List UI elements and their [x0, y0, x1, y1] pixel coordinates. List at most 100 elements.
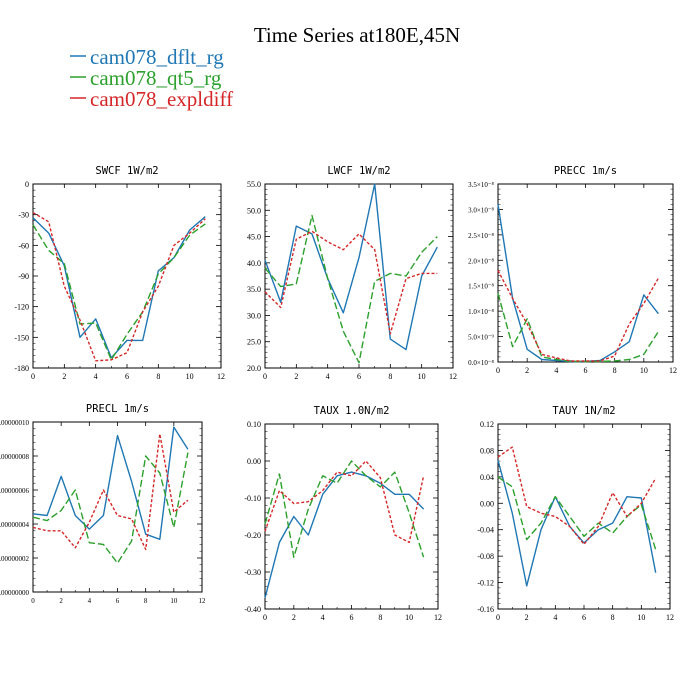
- y-tick-label: 0.10: [247, 420, 261, 429]
- plot-frame-taux: [264, 423, 439, 610]
- y-tick-label: -60: [18, 241, 29, 250]
- series-line-dflt-lwcf: [264, 183, 438, 351]
- legend-label-qt5: cam078_qt5_rg: [90, 66, 222, 90]
- y-tick-label: -0.16: [477, 605, 494, 614]
- x-tick-label: 0: [31, 597, 35, 605]
- y-tick-label: 0.00000008: [0, 453, 30, 461]
- x-tick-label: 12: [199, 597, 207, 605]
- x-tick-label: 12: [449, 372, 457, 381]
- panel-lwcf: LWCF 1W/m2 0 2 4 6 8 10 12 20.0 25.0 30.0 35.0 40.0 4…: [247, 165, 457, 381]
- y-tick-label: 0.00000002: [0, 555, 30, 563]
- y-tick-label: 3.0×10⁻⁸: [468, 206, 494, 214]
- x-tick-label: 2: [525, 613, 529, 622]
- panels: SWCF 1W/m2 0 2 4 6 8 10 12 -180 -150 -120 -90 -60 -30…: [0, 165, 677, 622]
- series-line-expldiff-lwcf: [264, 230, 438, 335]
- y-tick-label: 30.0: [247, 311, 261, 320]
- y-tick-label: 25.0: [247, 338, 261, 347]
- x-tick-label: 10: [637, 613, 645, 622]
- y-tick-label: 0.0×10⁻⁸: [468, 359, 494, 367]
- x-tick-label: 4: [326, 372, 330, 381]
- series-line-qt5-taux: [264, 460, 425, 558]
- y-tick-label: 0.00: [247, 457, 261, 466]
- x-tick-label: 8: [378, 613, 382, 622]
- panel-title-lwcf: LWCF 1W/m2: [327, 165, 390, 177]
- y-tick-label: 0.12: [480, 420, 494, 429]
- y-tick-label: 0.00000006: [0, 487, 30, 495]
- series-line-qt5-precl: [32, 452, 189, 564]
- y-tick-label: 5.0×10⁻⁹: [468, 334, 494, 342]
- y-tick-label: 40.0: [247, 259, 261, 268]
- x-tick-label: 10: [405, 613, 413, 622]
- x-tick-label: 6: [584, 366, 588, 375]
- x-tick-label: 4: [554, 366, 558, 375]
- legend: cam078_dflt_rg cam078_qt5_rg cam078_expl…: [70, 45, 233, 111]
- series-line-dflt-swcf: [32, 216, 206, 359]
- y-tick-label: 0: [25, 180, 29, 189]
- series-line-dflt-precc: [497, 204, 659, 363]
- x-tick-label: 6: [582, 613, 586, 622]
- x-tick-label: 0: [263, 372, 267, 381]
- x-tick-label: 0: [263, 613, 267, 622]
- x-tick-label: 2: [62, 372, 66, 381]
- legend-label-dflt: cam078_dflt_rg: [90, 45, 224, 69]
- x-tick-label: 8: [613, 366, 617, 375]
- y-tick-label: -0.20: [244, 531, 261, 540]
- y-tick-label: -120: [14, 303, 29, 312]
- y-tick-label: 45.0: [247, 233, 261, 242]
- plot-frame-lwcf: [264, 183, 454, 369]
- plot-frame-precl: [32, 421, 203, 593]
- y-tick-label: 0.04: [480, 473, 494, 482]
- panel-title-tauy: TAUY 1N/m2: [552, 405, 615, 417]
- y-tick-label: 0.00000010: [0, 419, 30, 427]
- panel-title-taux: TAUX 1.0N/m2: [314, 405, 390, 417]
- x-tick-label: 0: [496, 366, 500, 375]
- x-tick-label: 4: [94, 372, 98, 381]
- panel-swcf: SWCF 1W/m2 0 2 4 6 8 10 12 -180 -150 -120 -90 -60 -30…: [14, 165, 225, 381]
- x-tick-label: 12: [666, 613, 674, 622]
- y-tick-label: -0.04: [477, 526, 494, 535]
- y-tick-label: 2.0×10⁻⁸: [468, 257, 494, 265]
- x-tick-label: 6: [350, 613, 354, 622]
- x-tick-label: 12: [217, 372, 225, 381]
- figure-title: Time Series at180E,45N: [254, 23, 460, 47]
- x-tick-label: 2: [292, 613, 296, 622]
- panel-title-precl: PRECL 1m/s: [86, 403, 149, 415]
- series-line-expldiff-swcf: [32, 211, 206, 362]
- x-tick-label: 2: [294, 372, 298, 381]
- x-tick-label: 2: [59, 597, 63, 605]
- y-tick-label: 1.0×10⁻⁸: [468, 308, 494, 316]
- x-tick-label: 4: [88, 597, 92, 605]
- series-line-dflt-taux: [264, 471, 425, 599]
- y-tick-label: -180: [14, 364, 29, 373]
- x-tick-label: 6: [125, 372, 129, 381]
- panel-title-precc: PRECC 1m/s: [554, 165, 617, 177]
- x-tick-label: 8: [388, 372, 392, 381]
- x-tick-label: 8: [611, 613, 615, 622]
- x-tick-label: 10: [418, 372, 426, 381]
- legend-entry-qt5: cam078_qt5_rg: [70, 66, 222, 90]
- panel-precl: PRECL 1m/s 0 2 4 6 8 10 12 0.00000000 0.00000002 0…: [0, 403, 206, 605]
- legend-entry-dflt: cam078_dflt_rg: [70, 45, 224, 69]
- y-tick-label: 20.0: [247, 364, 261, 373]
- x-tick-label: 10: [186, 372, 194, 381]
- plot-frame-precc: [497, 183, 674, 363]
- series-line-expldiff-precl: [32, 433, 189, 551]
- x-tick-label: 8: [144, 597, 148, 605]
- series-line-qt5-lwcf: [264, 214, 438, 364]
- x-tick-label: 6: [357, 372, 361, 381]
- series-line-qt5-swcf: [32, 223, 206, 361]
- panel-taux: TAUX 1.0N/m2 0 2 4 6 8 10 12 -0.40 -0.30 -0.20 -0.1…: [244, 405, 442, 622]
- y-tick-label: 0.08: [480, 446, 494, 455]
- x-tick-label: 0: [31, 372, 35, 381]
- y-tick-label: 0.00000000: [0, 589, 30, 597]
- series-line-expldiff-tauy: [497, 446, 657, 545]
- y-tick-label: -0.08: [477, 552, 494, 561]
- y-tick-label: 3.5×10⁻⁸: [468, 181, 494, 189]
- series-line-expldiff-precc: [497, 270, 660, 362]
- x-tick-label: 4: [553, 613, 557, 622]
- legend-entry-expldiff: cam078_expldiff: [70, 87, 233, 111]
- y-tick-label: -0.40: [244, 605, 261, 614]
- y-tick-label: 2.5×10⁻⁸: [468, 232, 494, 240]
- y-tick-label: -150: [14, 333, 29, 342]
